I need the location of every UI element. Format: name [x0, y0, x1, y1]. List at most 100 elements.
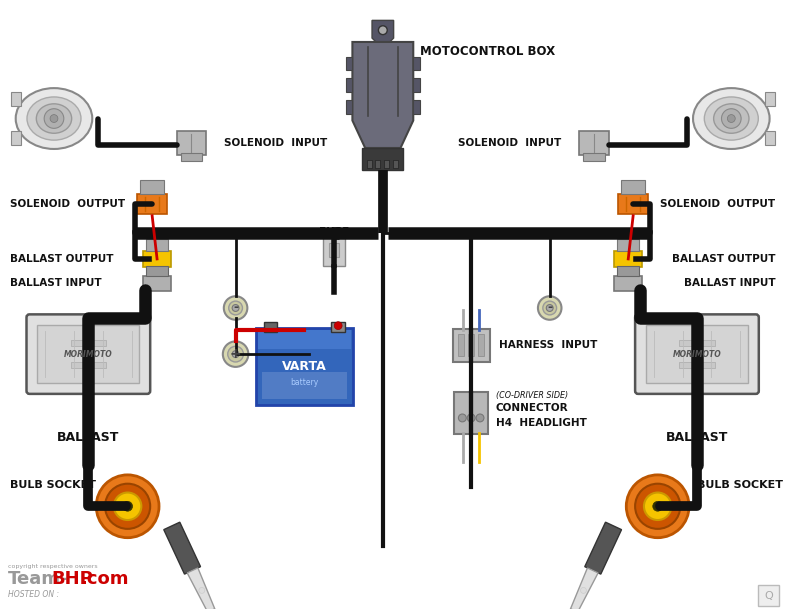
- Text: BHP: BHP: [51, 570, 93, 588]
- FancyBboxPatch shape: [765, 131, 774, 145]
- FancyBboxPatch shape: [478, 335, 484, 356]
- FancyBboxPatch shape: [375, 160, 380, 168]
- Ellipse shape: [36, 104, 72, 133]
- FancyBboxPatch shape: [758, 585, 779, 606]
- Text: SOLENOID  OUTPUT: SOLENOID OUTPUT: [10, 199, 125, 209]
- Ellipse shape: [693, 88, 770, 149]
- FancyBboxPatch shape: [468, 335, 474, 356]
- FancyBboxPatch shape: [614, 276, 642, 292]
- Circle shape: [543, 301, 557, 315]
- FancyBboxPatch shape: [414, 100, 420, 114]
- Text: Q: Q: [764, 590, 773, 601]
- Text: +: +: [230, 347, 242, 361]
- FancyBboxPatch shape: [140, 180, 164, 194]
- FancyBboxPatch shape: [583, 153, 605, 161]
- Text: CONNECTOR: CONNECTOR: [496, 403, 568, 413]
- FancyBboxPatch shape: [454, 392, 488, 434]
- Ellipse shape: [714, 104, 749, 133]
- FancyBboxPatch shape: [262, 372, 347, 399]
- Text: copyright respective owners: copyright respective owners: [8, 564, 98, 569]
- Circle shape: [722, 109, 741, 129]
- Text: BALLAST: BALLAST: [666, 431, 728, 444]
- FancyBboxPatch shape: [138, 194, 167, 214]
- FancyBboxPatch shape: [622, 180, 645, 194]
- Text: H4  HEADLIGHT: H4 HEADLIGHT: [496, 418, 586, 428]
- FancyBboxPatch shape: [331, 322, 345, 331]
- Circle shape: [581, 587, 586, 593]
- FancyBboxPatch shape: [384, 160, 390, 168]
- Text: SOLENOID  INPUT: SOLENOID INPUT: [458, 138, 562, 148]
- FancyBboxPatch shape: [258, 330, 351, 349]
- FancyBboxPatch shape: [143, 276, 171, 292]
- FancyBboxPatch shape: [70, 340, 106, 346]
- Circle shape: [727, 114, 735, 122]
- Circle shape: [232, 351, 239, 357]
- Text: BALLAST INPUT: BALLAST INPUT: [10, 279, 102, 288]
- Circle shape: [538, 296, 562, 320]
- Circle shape: [334, 322, 342, 330]
- Circle shape: [476, 414, 484, 422]
- Circle shape: [458, 414, 466, 422]
- FancyBboxPatch shape: [263, 322, 278, 331]
- Text: MORIMOTO: MORIMOTO: [64, 349, 113, 359]
- Circle shape: [229, 301, 242, 315]
- Text: Team-: Team-: [8, 570, 68, 588]
- FancyBboxPatch shape: [679, 340, 714, 346]
- Text: HOSTED ON :: HOSTED ON :: [8, 590, 59, 599]
- Circle shape: [44, 109, 64, 129]
- FancyBboxPatch shape: [10, 131, 21, 145]
- Circle shape: [546, 304, 553, 311]
- Text: BALLAST: BALLAST: [57, 431, 119, 444]
- Text: -: -: [233, 301, 238, 314]
- Text: battery: battery: [290, 378, 318, 387]
- Text: BALLAST INPUT: BALLAST INPUT: [684, 279, 775, 288]
- FancyBboxPatch shape: [366, 160, 371, 168]
- Text: MOTOCONTROL BOX: MOTOCONTROL BOX: [420, 46, 555, 58]
- Text: (CO-DRIVER SIDE): (CO-DRIVER SIDE): [496, 391, 568, 400]
- FancyBboxPatch shape: [346, 57, 353, 71]
- Text: FUSE: FUSE: [318, 228, 349, 237]
- FancyBboxPatch shape: [143, 251, 171, 267]
- Polygon shape: [187, 568, 214, 612]
- FancyBboxPatch shape: [618, 194, 648, 214]
- Text: VARTA: VARTA: [282, 360, 326, 373]
- FancyBboxPatch shape: [765, 92, 774, 106]
- Text: SOLENOID  INPUT: SOLENOID INPUT: [224, 138, 327, 148]
- Polygon shape: [353, 42, 414, 148]
- FancyBboxPatch shape: [458, 335, 464, 356]
- Circle shape: [644, 493, 671, 520]
- Text: BALLAST OUTPUT: BALLAST OUTPUT: [672, 254, 775, 264]
- Polygon shape: [570, 568, 598, 612]
- Circle shape: [114, 493, 142, 520]
- Circle shape: [653, 501, 662, 511]
- FancyBboxPatch shape: [646, 325, 748, 383]
- FancyBboxPatch shape: [393, 160, 398, 168]
- FancyBboxPatch shape: [70, 362, 106, 368]
- FancyBboxPatch shape: [346, 100, 353, 114]
- Polygon shape: [585, 522, 622, 574]
- FancyBboxPatch shape: [181, 153, 202, 161]
- Polygon shape: [164, 522, 201, 574]
- FancyBboxPatch shape: [614, 251, 642, 267]
- Text: BULB SOCKET: BULB SOCKET: [10, 480, 96, 490]
- Circle shape: [105, 484, 150, 529]
- Text: HARNESS  INPUT: HARNESS INPUT: [498, 340, 597, 351]
- FancyBboxPatch shape: [146, 266, 168, 276]
- Circle shape: [50, 114, 58, 122]
- FancyBboxPatch shape: [635, 314, 758, 394]
- FancyBboxPatch shape: [362, 148, 403, 170]
- FancyBboxPatch shape: [414, 57, 420, 71]
- Circle shape: [467, 414, 475, 422]
- Circle shape: [228, 346, 243, 362]
- FancyBboxPatch shape: [414, 78, 420, 92]
- FancyBboxPatch shape: [329, 243, 338, 257]
- FancyBboxPatch shape: [38, 325, 139, 383]
- FancyBboxPatch shape: [26, 314, 150, 394]
- FancyBboxPatch shape: [256, 328, 353, 405]
- FancyBboxPatch shape: [618, 266, 639, 276]
- Circle shape: [122, 501, 133, 511]
- Circle shape: [223, 341, 248, 367]
- FancyBboxPatch shape: [146, 239, 168, 251]
- Text: BALLAST OUTPUT: BALLAST OUTPUT: [10, 254, 114, 264]
- Ellipse shape: [16, 88, 92, 149]
